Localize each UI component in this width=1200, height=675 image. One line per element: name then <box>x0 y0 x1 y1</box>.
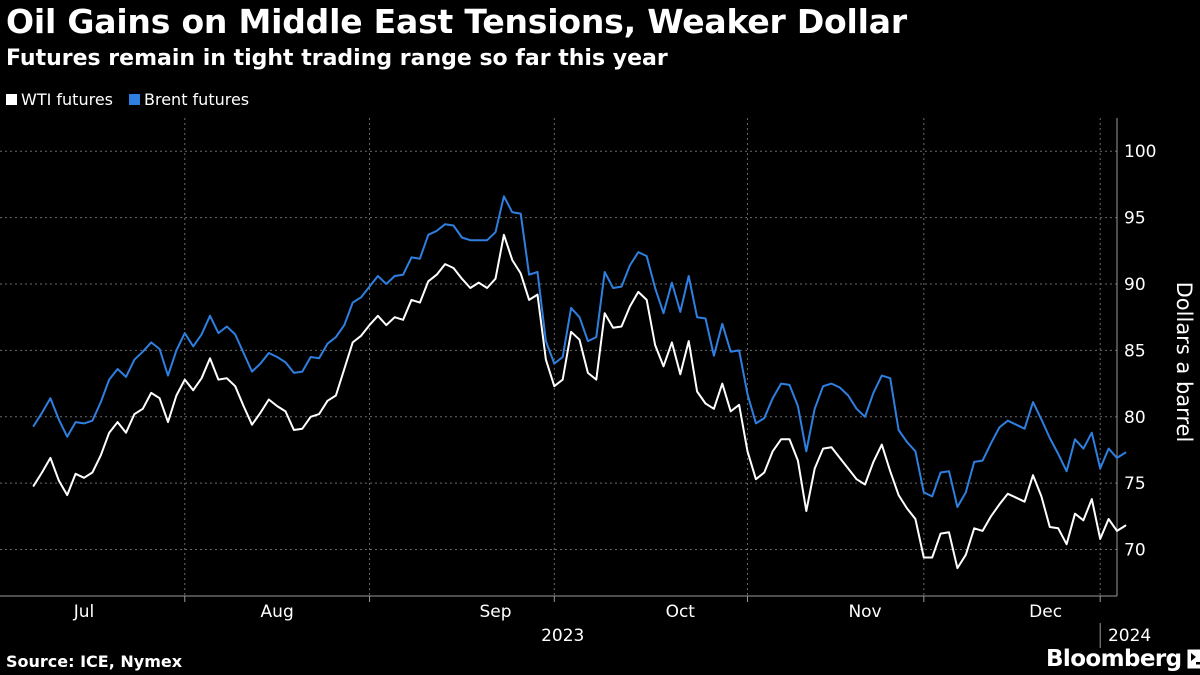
legend-swatch-brent <box>129 94 140 105</box>
legend-label-brent: Brent futures <box>144 90 250 109</box>
legend: WTI futures Brent futures <box>6 90 249 109</box>
y-tick-label: 95 <box>1124 209 1146 229</box>
chart-subtitle: Futures remain in tight trading range so… <box>6 46 668 71</box>
terminal-icon <box>1187 649 1200 669</box>
year-label: 2024 <box>1108 626 1151 646</box>
year-label: 2023 <box>541 626 584 646</box>
x-tick-label: Sep <box>479 602 511 622</box>
y-tick-label: 90 <box>1124 275 1146 295</box>
brand-name: Bloomberg <box>1046 646 1182 672</box>
x-tick-label: Jul <box>73 602 95 622</box>
legend-swatch-wti <box>6 94 17 105</box>
legend-item-wti: WTI futures <box>6 90 113 109</box>
legend-label-wti: WTI futures <box>21 90 113 109</box>
y-tick-label: 75 <box>1124 474 1146 494</box>
brand-logo: Bloomberg <box>1046 646 1200 672</box>
y-axis-title: Dollars a barrel <box>1172 282 1196 443</box>
y-tick-label: 80 <box>1124 408 1146 428</box>
series-line-brent <box>32 195 1127 508</box>
x-tick-label: Nov <box>848 602 881 622</box>
legend-item-brent: Brent futures <box>129 90 249 109</box>
y-tick-label: 70 <box>1124 541 1146 561</box>
series-line-wti <box>32 233 1127 570</box>
y-tick-label: 100 <box>1124 142 1156 162</box>
chart-title: Oil Gains on Middle East Tensions, Weake… <box>6 2 907 41</box>
y-tick-label: 85 <box>1124 341 1146 361</box>
source-note: Source: ICE, Nymex <box>6 652 183 671</box>
x-tick-label: Aug <box>261 602 294 622</box>
x-tick-label: Oct <box>666 602 696 622</box>
x-tick-label: Dec <box>1029 602 1062 622</box>
